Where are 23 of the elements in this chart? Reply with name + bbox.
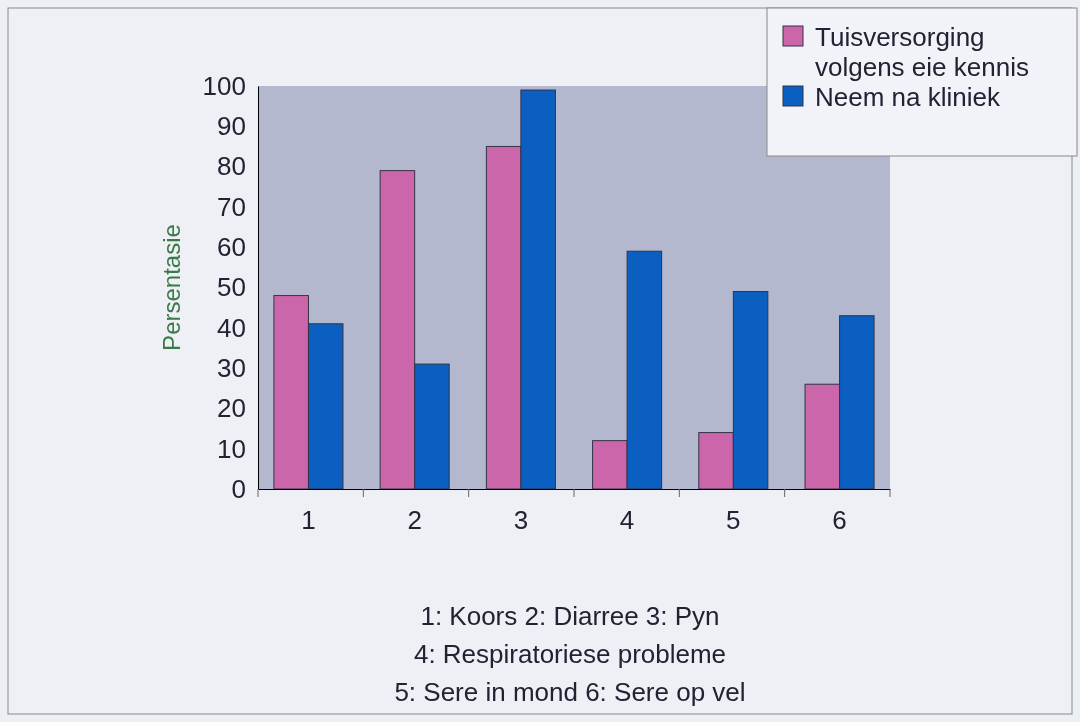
y-tick-label: 10 <box>217 433 246 464</box>
legend-label: Tuisversorging volgens eie kennis <box>815 22 1029 82</box>
y-tick-label: 100 <box>202 70 246 101</box>
x-tick-label: 4 <box>619 505 635 536</box>
y-tick-label: 50 <box>217 272 246 303</box>
y-tick-label: 0 <box>231 473 246 504</box>
y-tick-label: 90 <box>217 111 246 142</box>
legend-label: Neem na kliniek <box>815 82 1001 112</box>
y-tick-label: 40 <box>217 312 246 343</box>
y-tick-label: 30 <box>217 352 246 383</box>
x-tick-label: 6 <box>832 505 847 536</box>
y-tick-label: 60 <box>217 232 246 263</box>
y-tick-label: 80 <box>217 151 246 182</box>
y-axis-title: Persentasie <box>158 224 185 351</box>
text: 1: Koors 2: Diarree 3: Pyn <box>420 601 720 631</box>
text: 5: Sere in mond 6: Sere op vel <box>394 677 746 707</box>
x-tick-label: 3 <box>513 505 529 536</box>
x-tick-label: 5 <box>726 505 741 536</box>
text: 4: Respiratoriese probleme <box>413 639 727 669</box>
y-tick-label: 20 <box>217 393 246 424</box>
x-tick-label: 2 <box>407 505 422 536</box>
x-tick-label: 1 <box>301 505 316 536</box>
y-tick-label: 70 <box>217 191 246 222</box>
